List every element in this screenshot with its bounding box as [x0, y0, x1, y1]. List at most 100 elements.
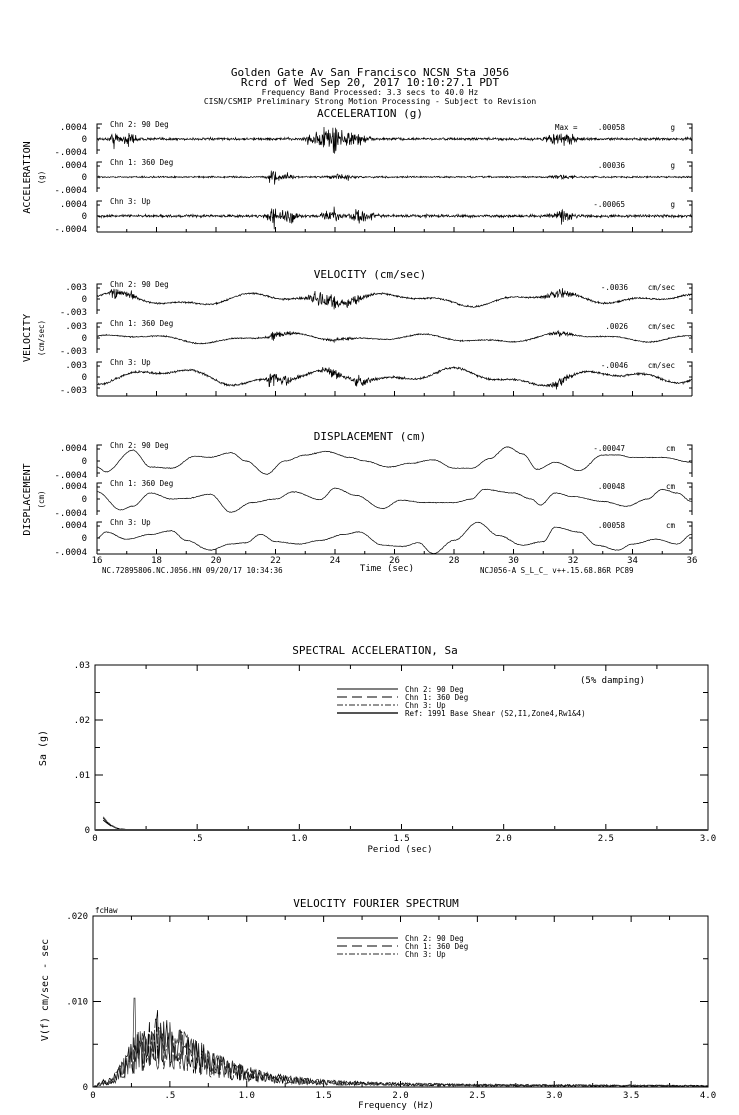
fourier-corner-label: fcHaw [95, 906, 118, 915]
ytick-label: 0 [82, 495, 87, 505]
ytick-label: 0 [82, 173, 87, 183]
channel-max-value: .00048 [598, 482, 626, 491]
time-tick-label: 30 [508, 556, 519, 566]
channel-label: Chn 3: Up [110, 518, 151, 527]
ytick-label: .0004 [60, 200, 87, 210]
y-tick-label: .02 [74, 716, 90, 726]
channel-max-value: -.00047 [593, 444, 625, 453]
time-tick-label: 22 [270, 556, 281, 566]
displacement-yunit: (cm) [37, 490, 46, 508]
time-series-velocity: VELOCITY (cm/sec) VELOCITY (cm/sec) .003 0 -.… [22, 268, 693, 397]
y-tick-label: 0 [83, 1083, 88, 1093]
x-tick-label: 4.0 [700, 1091, 716, 1101]
legend-entry: Chn 2: 90 Deg [405, 685, 464, 694]
y-tick-label: 0 [85, 826, 90, 836]
waveform-chn-3-up [96, 521, 692, 554]
legend-entry: Chn 1: 360 Deg [405, 942, 468, 951]
channel-label: Chn 3: Up [110, 197, 151, 206]
waveform-chn-1-360-deg [96, 487, 693, 513]
waveform-chn-2-90-deg [96, 446, 693, 475]
footer-left: NC.72895806.NC.J056.HN 09/20/17 10:34:36 [102, 566, 283, 575]
time-tick-label: 24 [330, 556, 341, 566]
panel-frame [96, 361, 693, 392]
time-series-acceleration: ACCELERATION (g) ACCELERATION (g) .0004 0 -.0… [22, 107, 693, 235]
channel-max-value: .00058 [598, 521, 626, 530]
channel-label: Chn 3: Up [110, 358, 151, 367]
waveform-chn-1-360-deg [97, 329, 692, 345]
channel-max-unit: cm [666, 444, 676, 453]
channel-max-unit: cm/sec [648, 322, 675, 331]
channel-max-unit: g [670, 123, 675, 132]
time-tick-label: 36 [687, 556, 698, 566]
sa-title: SPECTRAL ACCELERATION, Sa [292, 644, 458, 657]
ytick-label: -.0004 [54, 548, 87, 558]
panel-frame [96, 482, 693, 515]
ytick-label: 0 [82, 135, 87, 145]
time-tick-label: 28 [449, 556, 460, 566]
ytick-label: -.0004 [54, 509, 87, 519]
fourier-curve-chn3 [92, 997, 709, 1088]
x-tick-label: 3.0 [546, 1091, 562, 1101]
channel-label: Chn 1: 360 Deg [110, 319, 173, 328]
header-station: Golden Gate Av San Francisco NCSN Sta J0… [231, 66, 509, 79]
channel-max-unit: cm [666, 521, 676, 530]
channel-max-value: .00036 [598, 161, 626, 170]
y-tick-label: .03 [74, 661, 90, 671]
channel-max-unit: cm [666, 482, 676, 491]
time-tick-label: 34 [627, 556, 638, 566]
ytick-label: .0004 [60, 444, 87, 454]
time-tick-label: 18 [151, 556, 162, 566]
ytick-label: .0004 [60, 123, 87, 133]
ytick-label: .0004 [60, 521, 87, 531]
channel-max-unit: g [670, 161, 675, 170]
acceleration-yunit: (g) [37, 171, 46, 185]
channel-max-value: -.0036 [601, 283, 629, 292]
ytick-label: .003 [65, 361, 87, 371]
sa-xlabel: Period (sec) [367, 845, 432, 855]
displacement-ylabel: DISPLACEMENT [22, 463, 33, 535]
channel-max-unit: cm/sec [648, 283, 675, 292]
ytick-label: -.0004 [54, 225, 87, 235]
x-tick-label: 1.0 [291, 834, 307, 844]
ytick-label: -.003 [60, 347, 87, 357]
fourier-curve-chn1 [92, 1018, 709, 1088]
velocity-title: VELOCITY (cm/sec) [314, 268, 427, 281]
waveform-chn-2-90-deg [96, 126, 693, 154]
legend-entry: Ref: 1991 Base Shear (S2,I1,Zone4,Rw1&4) [405, 709, 586, 718]
channel-max-unit: g [670, 200, 675, 209]
x-tick-label: 0 [90, 1091, 95, 1101]
ytick-label: 0 [82, 457, 87, 467]
legend-entry: Chn 1: 360 Deg [405, 693, 468, 702]
channel-label: Chn 2: 90 Deg [110, 441, 169, 450]
time-tick-label: 32 [568, 556, 579, 566]
ytick-label: -.0004 [54, 148, 87, 158]
channel-max-value: .0026 [605, 322, 628, 331]
fourier-xlabel: Frequency (Hz) [358, 1101, 434, 1111]
fourier-curve-chn2 [92, 1009, 708, 1088]
footer-right: NCJ056-A S_L_C_ v++.15.68.86R PC89 [480, 566, 634, 575]
time-series-displacement: DISPLACEMENT (cm) DISPLACEMENT (cm) 16 18 20 2… [22, 430, 697, 566]
ytick-label: -.003 [60, 308, 87, 318]
ytick-label: 0 [82, 373, 87, 383]
ytick-label: -.0004 [54, 186, 87, 196]
channel-label: Chn 2: 90 Deg [110, 120, 169, 129]
y-tick-label: .010 [66, 998, 88, 1008]
x-tick-label: 1.5 [393, 834, 409, 844]
header-record-date: Rcrd of Wed Sep 20, 2017 10:10:27.1 PDT [241, 76, 500, 89]
velocity-yunit: (cm/sec) [37, 320, 46, 356]
x-tick-label: 1.0 [239, 1091, 255, 1101]
time-tick-label: 16 [92, 556, 103, 566]
x-tick-label: .5 [192, 834, 203, 844]
fourier-title: VELOCITY FOURIER SPECTRUM [293, 897, 459, 910]
x-tick-label: 2.0 [496, 834, 512, 844]
ytick-label: 0 [82, 212, 87, 222]
channel-max-value: -.0046 [601, 361, 629, 370]
header-disclaimer: CISN/CSMIP Preliminary Strong Motion Pro… [204, 97, 537, 106]
panel-frame [96, 322, 693, 353]
displacement-title: DISPLACEMENT (cm) [314, 430, 427, 443]
x-tick-label: 2.5 [598, 834, 614, 844]
waveform-chn-2-90-deg [96, 288, 693, 310]
velocity-ylabel: VELOCITY [22, 314, 33, 362]
sa-damping-note: (5% damping) [580, 676, 645, 686]
